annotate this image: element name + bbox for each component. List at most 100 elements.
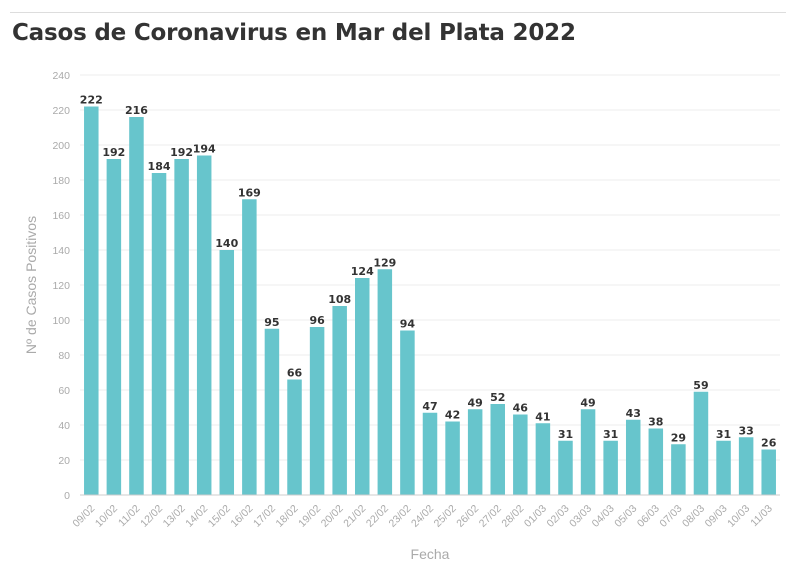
x-tick-label: 02/03 bbox=[545, 503, 572, 530]
y-tick-label: 140 bbox=[52, 245, 70, 257]
data-label: 94 bbox=[400, 318, 416, 331]
x-tick-label: 22/02 bbox=[364, 503, 391, 530]
x-tick-label: 16/02 bbox=[228, 503, 255, 530]
x-tick-label: 11/03 bbox=[748, 503, 775, 530]
data-label: 66 bbox=[287, 367, 303, 380]
bar bbox=[84, 106, 99, 495]
x-tick-label: 13/02 bbox=[161, 503, 188, 530]
bar bbox=[422, 412, 438, 495]
y-axis-title: Nº de Casos Positivos bbox=[23, 216, 39, 354]
grid-lines bbox=[80, 74, 780, 461]
x-tick-label: 15/02 bbox=[206, 503, 233, 530]
x-tick-label: 07/03 bbox=[657, 503, 684, 530]
chart-title: Casos de Coronavirus en Mar del Plata 20… bbox=[12, 20, 576, 46]
x-tick-label: 21/02 bbox=[341, 503, 368, 530]
x-tick-label: 23/02 bbox=[386, 503, 413, 530]
x-tick-label: 04/03 bbox=[590, 503, 617, 530]
bar bbox=[377, 269, 393, 495]
x-tick-label: 26/02 bbox=[454, 503, 481, 530]
bar bbox=[580, 409, 596, 495]
bar bbox=[106, 159, 122, 495]
x-tick-label: 10/03 bbox=[725, 503, 752, 530]
data-label: 192 bbox=[102, 146, 125, 159]
bar bbox=[287, 379, 302, 495]
bar bbox=[332, 306, 347, 495]
data-label: 59 bbox=[693, 379, 708, 392]
bar bbox=[264, 328, 280, 495]
bar bbox=[738, 437, 754, 495]
bar bbox=[558, 440, 573, 495]
data-label: 49 bbox=[468, 396, 483, 409]
x-tick-label: 10/02 bbox=[93, 503, 120, 530]
x-axis-ticks: 09/0210/0211/0212/0213/0214/0215/0216/02… bbox=[70, 503, 775, 530]
bar bbox=[467, 409, 483, 495]
x-tick-label: 25/02 bbox=[432, 503, 459, 530]
x-tick-label: 12/02 bbox=[138, 503, 165, 530]
data-label: 33 bbox=[738, 424, 753, 437]
data-label: 222 bbox=[80, 94, 103, 107]
data-label: 31 bbox=[558, 428, 573, 441]
data-label: 95 bbox=[264, 316, 279, 329]
data-label: 129 bbox=[373, 256, 396, 269]
data-label: 38 bbox=[648, 416, 663, 429]
bar bbox=[648, 428, 664, 495]
data-label: 184 bbox=[148, 160, 171, 173]
data-label: 216 bbox=[125, 104, 148, 117]
x-tick-label: 19/02 bbox=[296, 503, 323, 530]
data-label: 52 bbox=[490, 391, 505, 404]
data-label: 26 bbox=[761, 437, 777, 450]
x-tick-label: 24/02 bbox=[409, 503, 436, 530]
x-tick-label: 20/02 bbox=[319, 503, 346, 530]
x-tick-label: 14/02 bbox=[183, 503, 210, 530]
bar bbox=[535, 423, 551, 495]
y-tick-label: 60 bbox=[58, 385, 70, 397]
data-label: 47 bbox=[422, 400, 437, 413]
bar bbox=[309, 327, 325, 495]
y-tick-label: 220 bbox=[52, 105, 70, 117]
data-label: 96 bbox=[309, 314, 325, 327]
bar bbox=[151, 173, 167, 495]
bar bbox=[693, 391, 709, 495]
data-label: 43 bbox=[626, 407, 641, 420]
bar bbox=[174, 159, 189, 495]
y-tick-label: 100 bbox=[52, 315, 70, 327]
top-divider bbox=[10, 12, 786, 13]
data-label: 49 bbox=[580, 396, 595, 409]
y-tick-label: 200 bbox=[52, 140, 70, 152]
bar bbox=[219, 250, 235, 495]
data-label: 192 bbox=[170, 146, 193, 159]
x-tick-label: 18/02 bbox=[274, 503, 301, 530]
y-tick-label: 160 bbox=[52, 210, 70, 222]
x-tick-label: 03/03 bbox=[567, 503, 594, 530]
data-label: 140 bbox=[215, 237, 238, 250]
data-label: 42 bbox=[445, 409, 460, 422]
data-label: 124 bbox=[351, 265, 374, 278]
y-tick-label: 0 bbox=[64, 490, 70, 502]
bar bbox=[603, 440, 618, 495]
data-label: 194 bbox=[193, 143, 216, 156]
y-tick-label: 40 bbox=[58, 420, 70, 432]
data-label: 108 bbox=[328, 293, 351, 306]
bar bbox=[196, 155, 212, 495]
y-tick-label: 80 bbox=[58, 350, 70, 362]
bar bbox=[671, 444, 686, 495]
data-label: 29 bbox=[671, 431, 686, 444]
bar bbox=[445, 421, 460, 495]
x-tick-label: 01/03 bbox=[522, 503, 549, 530]
bar bbox=[716, 440, 731, 495]
x-tick-label: 17/02 bbox=[251, 503, 278, 530]
data-label: 31 bbox=[716, 428, 731, 441]
bars bbox=[84, 106, 776, 495]
bar bbox=[490, 404, 505, 495]
x-axis-title: Fecha bbox=[411, 546, 450, 562]
bar bbox=[242, 199, 257, 495]
x-tick-label: 09/02 bbox=[70, 503, 97, 530]
data-label: 169 bbox=[238, 186, 261, 199]
y-tick-label: 240 bbox=[52, 70, 70, 82]
data-label: 46 bbox=[513, 402, 529, 415]
x-tick-label: 11/02 bbox=[116, 503, 143, 530]
bar bbox=[513, 414, 528, 495]
x-tick-label: 09/03 bbox=[703, 503, 730, 530]
